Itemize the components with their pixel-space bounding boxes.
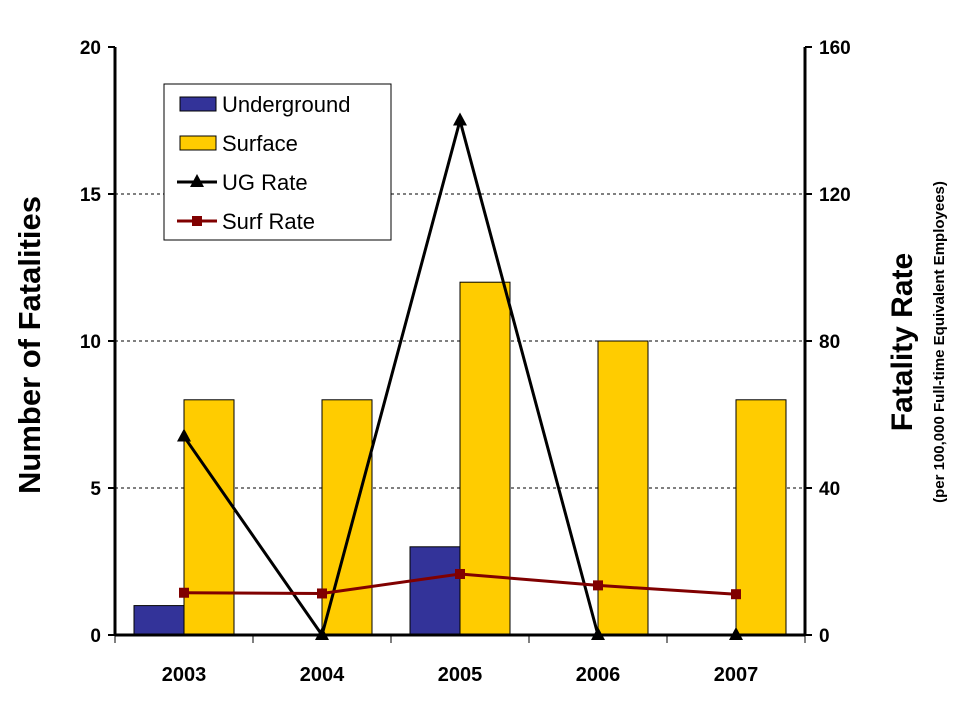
legend-label: Surf Rate: [222, 209, 315, 234]
bar-surface: [321, 399, 373, 636]
legend-label: UG Rate: [222, 170, 308, 195]
y-tick-label: 0: [90, 626, 101, 647]
x-tick-label: 2004: [300, 664, 345, 686]
y2-tick-label: 160: [819, 38, 851, 59]
y-tick-label: 20: [80, 38, 101, 59]
y-axis-label: Number of Fatalities: [12, 196, 47, 494]
y2-tick-label: 0: [819, 626, 830, 647]
y-tick-label: 10: [80, 332, 101, 353]
bar-surface: [459, 281, 511, 636]
legend-marker-triangle: [190, 174, 204, 187]
bar-underground: [409, 546, 461, 636]
bar-surface: [597, 340, 649, 636]
marker-triangle: [177, 428, 191, 442]
y2-axis-sublabel: (per 100,000 Full-time Equivalent Employ…: [931, 181, 948, 503]
legend-label: Underground: [222, 92, 350, 117]
x-tick-label: 2007: [714, 664, 759, 686]
legend-swatch: [179, 135, 217, 151]
y2-tick-label: 40: [819, 479, 840, 500]
legend-swatch: [179, 96, 217, 112]
marker-square: [731, 589, 741, 600]
y2-tick-label: 120: [819, 185, 851, 206]
marker-square: [593, 580, 603, 591]
bar-surface: [183, 399, 235, 636]
y-tick-label: 5: [90, 479, 101, 500]
x-tick-label: 2003: [162, 664, 207, 686]
bar-underground: [133, 605, 185, 636]
x-tick-label: 2005: [438, 664, 483, 686]
bar-surface: [735, 399, 787, 636]
marker-triangle: [453, 112, 467, 126]
y-tick-label: 15: [80, 185, 102, 206]
marker-square: [179, 587, 189, 598]
legend-label: Surface: [222, 131, 298, 156]
y2-tick-label: 80: [819, 332, 840, 353]
y2-axis-label: Fatality Rate: [886, 253, 919, 431]
marker-square: [317, 588, 327, 599]
legend: Underground Surface UG Rate Surf Rate: [163, 83, 392, 241]
x-tick-label: 2006: [576, 664, 621, 686]
marker-square: [455, 568, 465, 579]
legend-marker-square: [192, 216, 202, 226]
